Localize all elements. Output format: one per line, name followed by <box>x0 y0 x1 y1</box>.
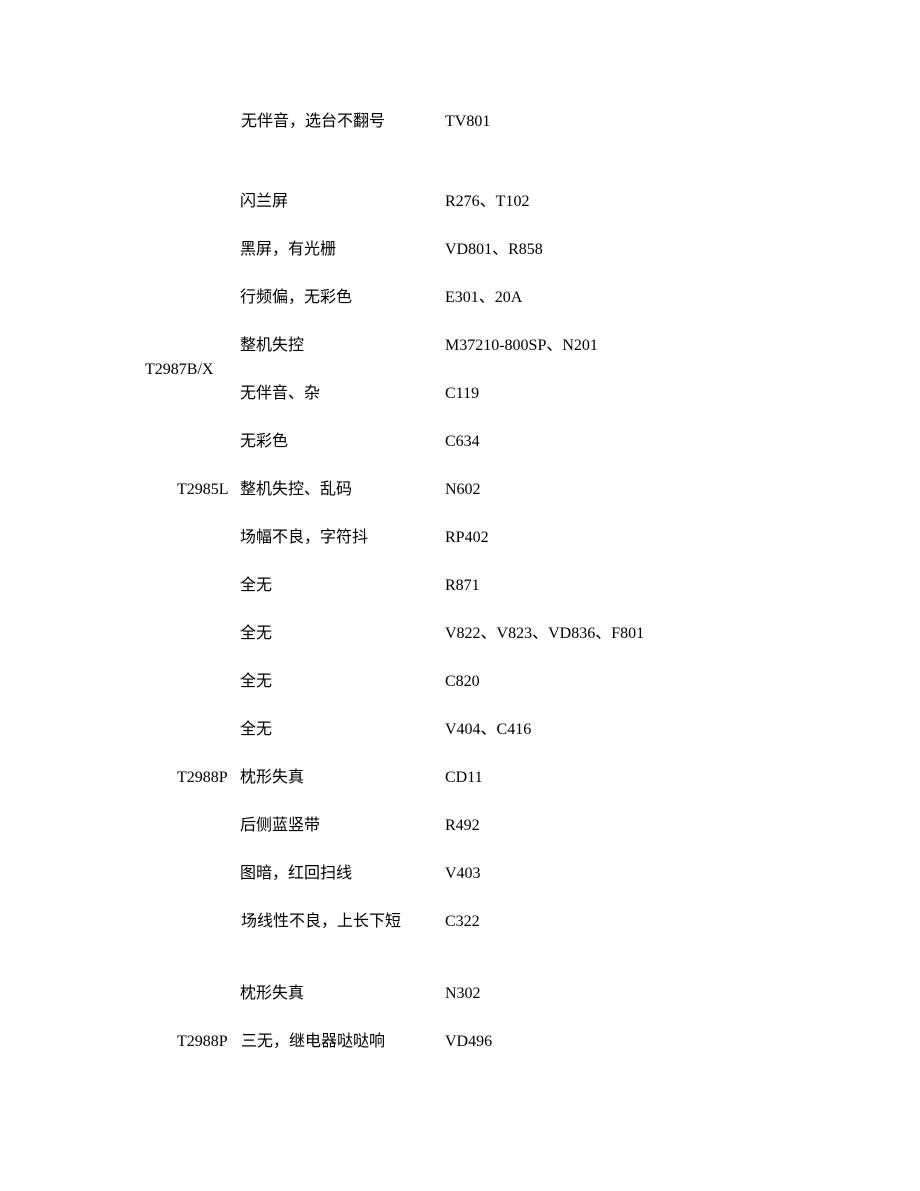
fault-description: 闪兰屏 <box>240 190 430 214</box>
component-code: CD11 <box>445 766 725 790</box>
fault-description: 行频偏，无彩色 <box>240 286 430 310</box>
component-code: E301、20A <box>445 286 725 310</box>
component-code: R276、T102 <box>445 190 725 214</box>
fault-description: 黑屏，有光栅 <box>240 238 430 262</box>
fault-description: 全无 <box>240 574 430 598</box>
fault-description: 场线性不良，上长下短 <box>209 910 430 934</box>
component-code: VD496 <box>445 1030 725 1054</box>
component-code: RP402 <box>445 526 725 550</box>
fault-description: 整机失控 <box>240 334 430 358</box>
component-code: V404、C416 <box>445 718 725 742</box>
fault-description: 枕形失真 <box>240 766 430 790</box>
component-code: V822、V823、VD836、F801 <box>445 622 725 646</box>
component-code: TV801 <box>445 110 725 134</box>
component-code: VD801、R858 <box>445 238 725 262</box>
fault-description: 无彩色 <box>240 430 430 454</box>
model-number: T2988P <box>145 766 235 790</box>
component-code: C119 <box>445 382 725 406</box>
component-code: V403 <box>445 862 725 886</box>
component-code: C820 <box>445 670 725 694</box>
fault-description: 后侧蓝竖带 <box>240 814 430 838</box>
model-number: T2985L <box>145 478 235 502</box>
fault-description: 场幅不良，字符抖 <box>240 526 430 550</box>
fault-description: 图暗，红回扫线 <box>240 862 430 886</box>
fault-description: 整机失控、乱码 <box>240 478 430 502</box>
fault-description: 无伴音，选台不翻号 <box>209 110 430 134</box>
fault-description: 三无，继电器哒哒响 <box>209 1030 430 1054</box>
component-code: N302 <box>445 982 725 1006</box>
component-code: C634 <box>445 430 725 454</box>
component-code: C322 <box>445 910 725 934</box>
model-number: T2987B/X <box>145 334 235 382</box>
fault-description: 全无 <box>240 622 430 646</box>
component-code: R492 <box>445 814 725 838</box>
component-code: M37210-800SP、N201 <box>445 334 725 358</box>
fault-description: 全无 <box>240 670 430 694</box>
component-code: R871 <box>445 574 725 598</box>
fault-description: 全无 <box>240 718 430 742</box>
component-code: N602 <box>445 478 725 502</box>
fault-description: 无伴音、杂 <box>240 382 430 406</box>
fault-description: 枕形失真 <box>240 982 430 1006</box>
